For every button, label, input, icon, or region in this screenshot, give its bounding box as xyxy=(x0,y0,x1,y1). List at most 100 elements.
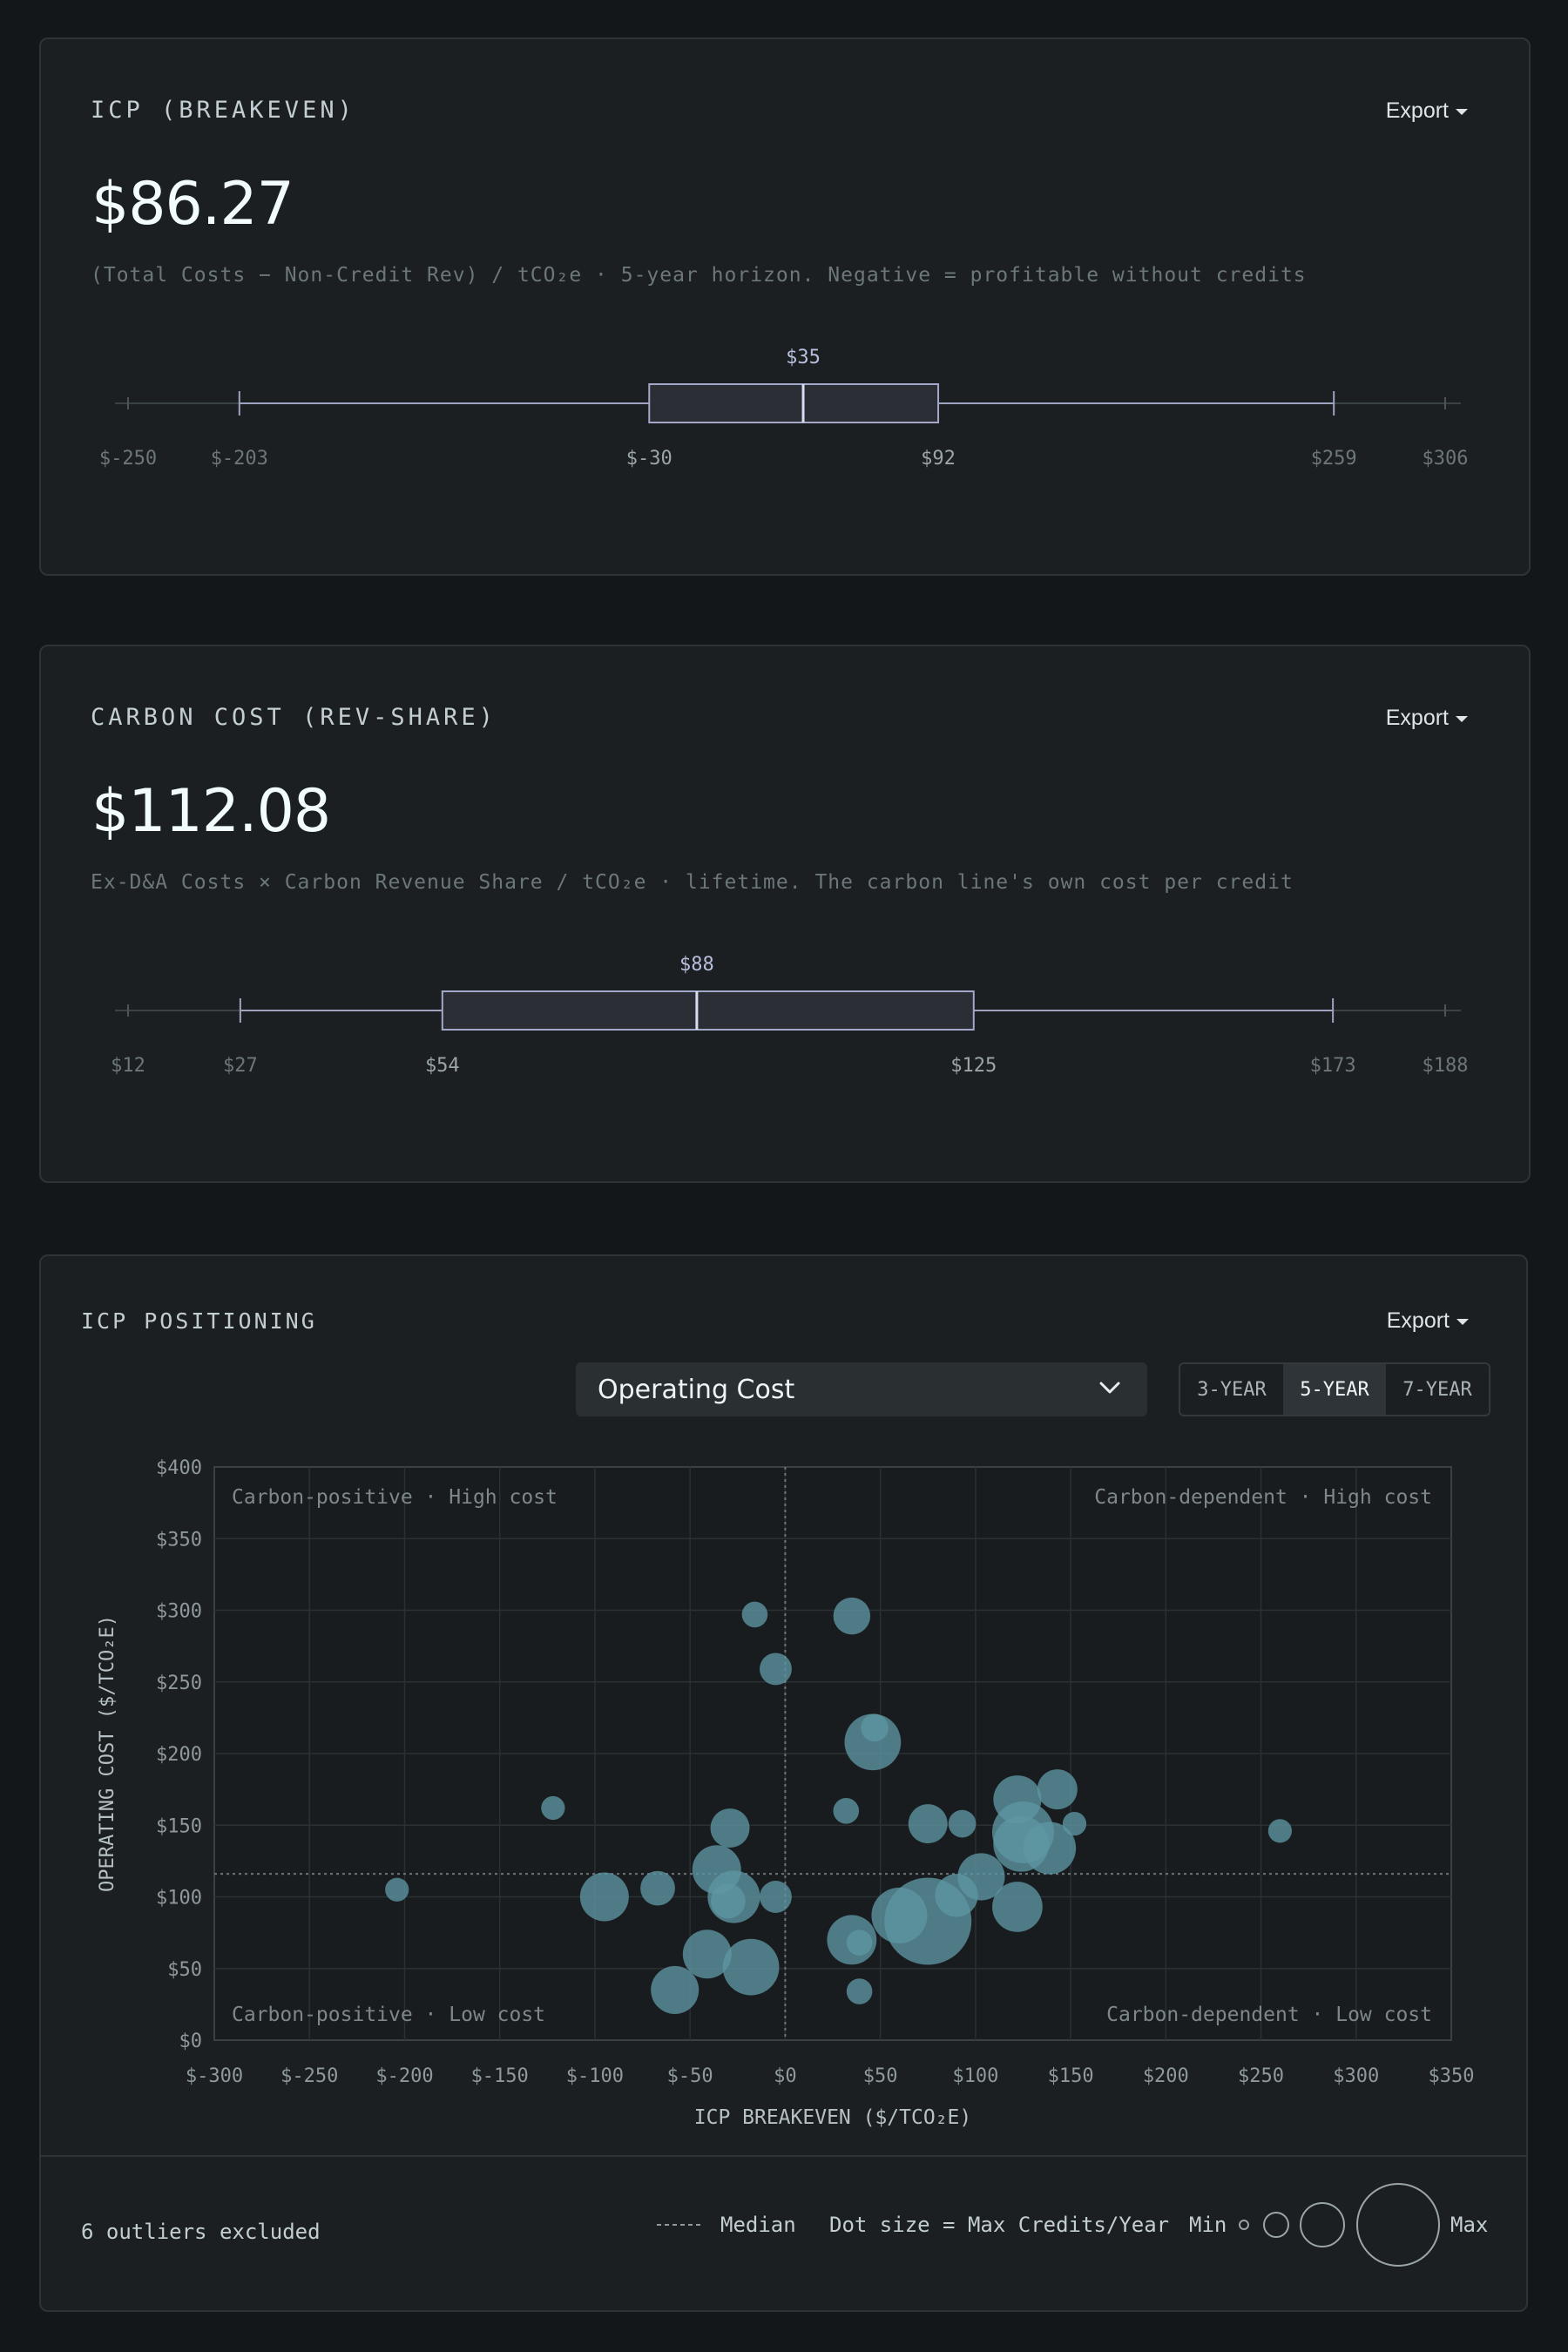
scatter-point xyxy=(541,1795,565,1821)
x-tick-label: $-200 xyxy=(375,2065,433,2087)
scatter-point xyxy=(385,1877,409,1902)
boxplot-median-label: $88 xyxy=(679,954,714,976)
boxplot-tick-label: $-30 xyxy=(626,448,672,470)
y-tick-label: $0 xyxy=(179,2031,203,2052)
boxplot-median-label: $35 xyxy=(786,347,821,368)
icp-breakeven-value: $86.27 xyxy=(91,170,294,239)
horizon-5-year-button[interactable]: 5-YEAR xyxy=(1283,1364,1386,1415)
chevron-down-icon xyxy=(1099,1382,1120,1394)
boxplot-tick-label: $12 xyxy=(111,1055,145,1077)
icp-positioning-scatter: $-300 $-250 $-200 $-150 $-100 $-50 $0 $50 $100 $1… xyxy=(97,1457,1475,2129)
scatter-point xyxy=(1037,1769,1078,1810)
scatter-point xyxy=(1062,1811,1087,1836)
horizon-toggle: 3-YEAR 5-YEAR 7-YEAR xyxy=(1179,1362,1490,1416)
scatter-point xyxy=(948,1809,977,1838)
x-tick-label: $100 xyxy=(952,2065,998,2087)
icp-breakeven-boxplot: $35 $-250 $-203 $-30 $92 $259 $306 xyxy=(99,347,1469,470)
footer-divider xyxy=(41,2155,1526,2157)
scatter-point xyxy=(741,1601,768,1628)
x-tick-label: $200 xyxy=(1143,2065,1189,2087)
size-legend-min-label: Min xyxy=(1189,2213,1227,2237)
y-tick-label: $400 xyxy=(156,1457,202,1479)
card-title: CARBON COST (REV-SHARE) xyxy=(91,704,497,731)
median-legend-label: Median xyxy=(720,2213,796,2237)
icp-breakeven-card: ICP (BREAKEVEN) Export $86.27 (Total Cos… xyxy=(39,37,1531,576)
caret-down-icon xyxy=(1456,715,1468,722)
horizon-3-year-button[interactable]: 3-YEAR xyxy=(1197,1378,1267,1401)
x-tick-label: $-300 xyxy=(186,2065,243,2087)
export-button[interactable]: Export xyxy=(1386,706,1468,731)
scatter-point xyxy=(710,1883,746,1919)
size-legend-small-circle xyxy=(1263,2212,1289,2238)
export-button[interactable]: Export xyxy=(1387,1308,1469,1334)
boxplot-iqr-box xyxy=(648,383,940,423)
y-tick-label: $300 xyxy=(156,1601,202,1623)
x-tick-label: $300 xyxy=(1333,2065,1379,2087)
quadrant-label-bottom-right: Carbon-dependent · Low cost xyxy=(1106,2004,1432,2026)
export-label: Export xyxy=(1385,706,1449,730)
scatter-point xyxy=(682,1930,732,1979)
scatter-point xyxy=(640,1870,675,1906)
y-tick-label: $250 xyxy=(156,1673,202,1694)
card-title: ICP POSITIONING xyxy=(81,1308,317,1334)
size-legend-min-circle xyxy=(1239,2220,1249,2230)
icp-breakeven-description: (Total Costs − Non-Credit Rev) / tCO₂e ·… xyxy=(91,264,1307,287)
scatter-point xyxy=(992,1882,1043,1932)
caret-down-icon xyxy=(1456,1318,1469,1325)
carbon-cost-description: Ex-D&A Costs × Carbon Revenue Share / tC… xyxy=(91,871,1294,894)
boxplot-tick-label: $173 xyxy=(1310,1055,1356,1077)
scatter-point xyxy=(760,1652,792,1686)
y-tick-label: $150 xyxy=(156,1815,202,1837)
size-legend-label: Dot size = Max Credits/Year xyxy=(829,2213,1169,2237)
x-tick-label: $-250 xyxy=(280,2065,338,2087)
x-tick-label: $0 xyxy=(774,2065,797,2087)
scatter-point xyxy=(710,1808,750,1848)
metric-dropdown[interactable]: Operating Cost xyxy=(576,1362,1147,1416)
y-tick-label: $100 xyxy=(156,1888,202,1909)
export-label: Export xyxy=(1385,98,1449,123)
carbon-cost-card: CARBON COST (REV-SHARE) Export $112.08 E… xyxy=(39,645,1531,1183)
scatter-point xyxy=(760,1881,792,1913)
metric-dropdown-value: Operating Cost xyxy=(598,1374,795,1405)
size-legend-max-circle xyxy=(1356,2183,1440,2267)
y-tick-label: $50 xyxy=(167,1959,202,1981)
carbon-cost-value: $112.08 xyxy=(91,777,331,846)
x-tick-label: $-150 xyxy=(471,2065,529,2087)
scatter-point xyxy=(846,1978,873,2004)
boxplot-tick-label: $188 xyxy=(1423,1055,1469,1077)
scatter-legend: Median Dot size = Max Credits/Year Min Max xyxy=(657,2183,1488,2267)
scatter-point xyxy=(861,1713,889,1742)
y-tick-label: $350 xyxy=(156,1529,202,1551)
scatter-point xyxy=(651,1965,700,2014)
icp-positioning-card: ICP POSITIONING Export Operating Cost 3-… xyxy=(39,1254,1528,2312)
export-label: Export xyxy=(1386,1308,1450,1333)
x-tick-label: $-100 xyxy=(566,2065,624,2087)
x-axis-label: ICP BREAKEVEN ($/TCO₂E) xyxy=(694,2106,972,2129)
quadrant-label-bottom-left: Carbon-positive · Low cost xyxy=(232,2004,545,2026)
boxplot-tick-label: $92 xyxy=(921,448,956,470)
size-legend-max-label: Max xyxy=(1450,2213,1488,2237)
boxplot-tick-label: $125 xyxy=(950,1055,997,1077)
boxplot-tick-label: $306 xyxy=(1423,448,1469,470)
x-tick-label: $350 xyxy=(1429,2065,1475,2087)
export-button[interactable]: Export xyxy=(1386,98,1468,124)
quadrant-label-top-right: Carbon-dependent · High cost xyxy=(1094,1486,1432,1509)
scatter-point xyxy=(1023,1821,1077,1875)
caret-down-icon xyxy=(1456,108,1468,115)
scatter-point xyxy=(579,1872,629,1922)
y-tick-label: $200 xyxy=(156,1744,202,1766)
x-tick-label: $150 xyxy=(1048,2065,1094,2087)
boxplot-tick-label: $27 xyxy=(223,1055,258,1077)
outliers-note: 6 outliers excluded xyxy=(81,2220,321,2244)
card-title: ICP (BREAKEVEN) xyxy=(91,97,355,124)
quadrant-label-top-left: Carbon-positive · High cost xyxy=(232,1486,558,1509)
x-tick-label: $250 xyxy=(1238,2065,1284,2087)
size-legend-mid-circle xyxy=(1300,2202,1345,2247)
y-axis-label: OPERATING COST ($/TCO₂E) xyxy=(97,1615,118,1892)
carbon-cost-boxplot: $88 $12 $27 $54 $125 $173 $188 xyxy=(111,954,1469,1077)
boxplot-tick-label: $259 xyxy=(1311,448,1357,470)
scatter-point xyxy=(722,1938,780,1996)
horizon-7-year-button[interactable]: 7-YEAR xyxy=(1402,1378,1472,1401)
scatter-point xyxy=(833,1798,860,1824)
boxplot-tick-label: $-250 xyxy=(99,448,157,470)
